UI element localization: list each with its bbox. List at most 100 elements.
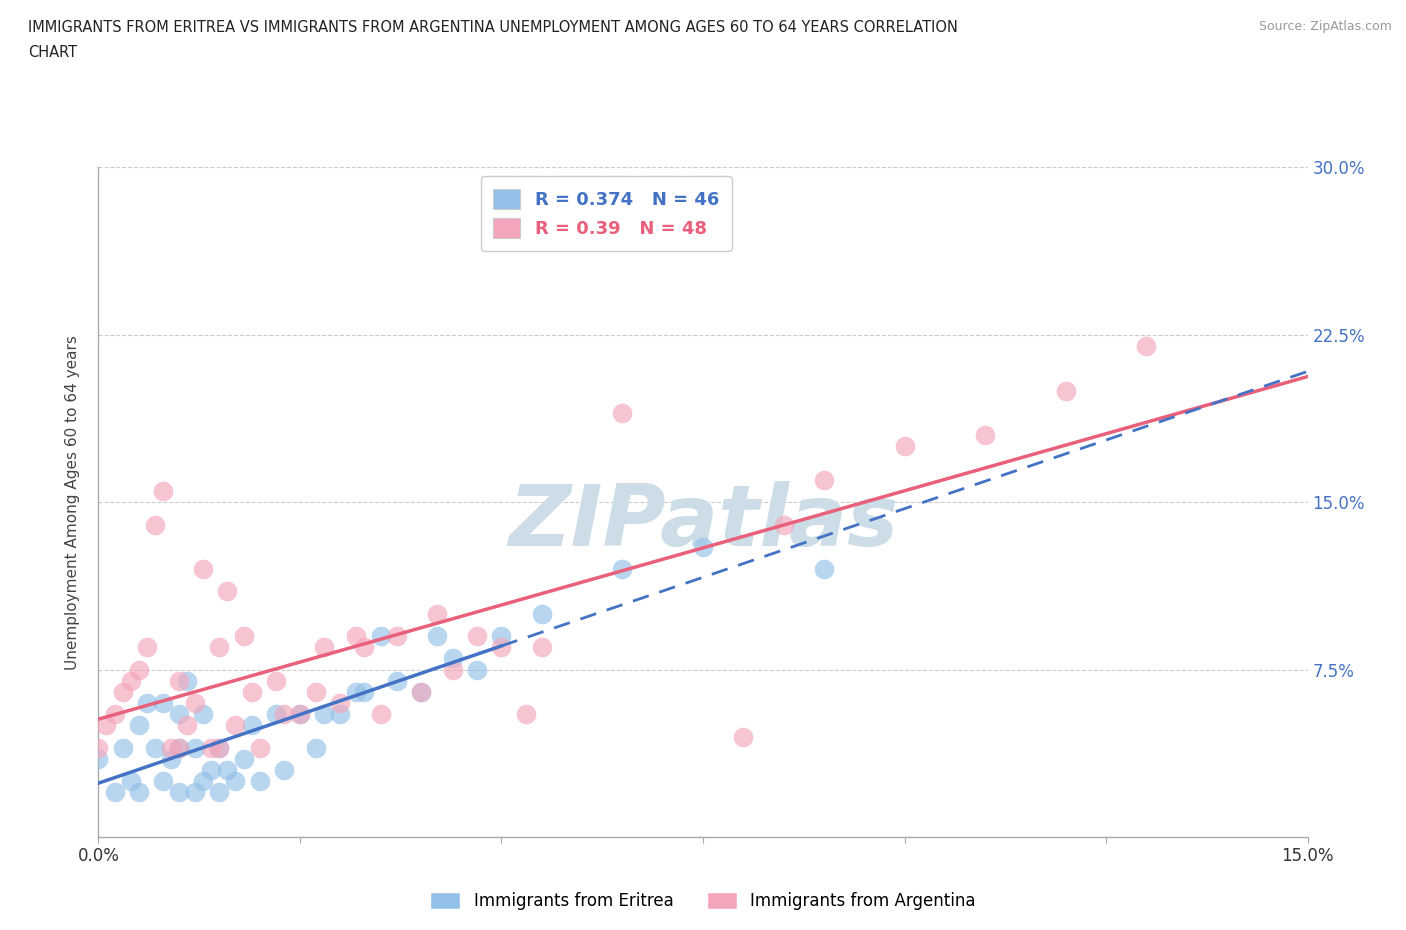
- Point: [240, 718, 263, 733]
- Point: [893, 439, 915, 454]
- Y-axis label: Unemployment Among Ages 60 to 64 years: Unemployment Among Ages 60 to 64 years: [65, 335, 80, 670]
- Point: [305, 684, 328, 699]
- Point: [208, 785, 231, 800]
- Legend: R = 0.374   N = 46, R = 0.39   N = 48: R = 0.374 N = 46, R = 0.39 N = 48: [481, 177, 733, 250]
- Point: [530, 640, 553, 655]
- Point: [288, 707, 311, 722]
- Point: [441, 651, 464, 666]
- Point: [441, 662, 464, 677]
- Point: [1054, 383, 1077, 398]
- Point: [409, 684, 432, 699]
- Point: [273, 707, 295, 722]
- Point: [176, 718, 198, 733]
- Point: [200, 740, 222, 755]
- Point: [344, 629, 367, 644]
- Point: [111, 740, 134, 755]
- Point: [772, 517, 794, 532]
- Point: [264, 673, 287, 688]
- Point: [103, 785, 125, 800]
- Point: [353, 684, 375, 699]
- Point: [167, 740, 190, 755]
- Point: [120, 673, 142, 688]
- Point: [193, 707, 215, 722]
- Point: [152, 484, 174, 498]
- Point: [314, 640, 336, 655]
- Point: [491, 640, 513, 655]
- Point: [184, 740, 207, 755]
- Point: [128, 785, 150, 800]
- Point: [208, 740, 231, 755]
- Point: [87, 751, 110, 766]
- Point: [385, 673, 408, 688]
- Text: CHART: CHART: [28, 45, 77, 60]
- Point: [409, 684, 432, 699]
- Point: [329, 707, 352, 722]
- Point: [249, 774, 271, 789]
- Point: [87, 740, 110, 755]
- Point: [128, 718, 150, 733]
- Point: [152, 774, 174, 789]
- Text: IMMIGRANTS FROM ERITREA VS IMMIGRANTS FROM ARGENTINA UNEMPLOYMENT AMONG AGES 60 : IMMIGRANTS FROM ERITREA VS IMMIGRANTS FR…: [28, 20, 957, 35]
- Point: [143, 517, 166, 532]
- Point: [370, 629, 392, 644]
- Point: [329, 696, 352, 711]
- Legend: Immigrants from Eritrea, Immigrants from Argentina: Immigrants from Eritrea, Immigrants from…: [423, 885, 983, 917]
- Point: [240, 684, 263, 699]
- Point: [200, 763, 222, 777]
- Point: [167, 740, 190, 755]
- Point: [103, 707, 125, 722]
- Point: [160, 740, 183, 755]
- Point: [344, 684, 367, 699]
- Point: [193, 562, 215, 577]
- Point: [184, 696, 207, 711]
- Point: [353, 640, 375, 655]
- Point: [184, 785, 207, 800]
- Point: [167, 673, 190, 688]
- Text: Source: ZipAtlas.com: Source: ZipAtlas.com: [1258, 20, 1392, 33]
- Point: [193, 774, 215, 789]
- Point: [288, 707, 311, 722]
- Point: [160, 751, 183, 766]
- Point: [273, 763, 295, 777]
- Point: [612, 405, 634, 420]
- Point: [208, 740, 231, 755]
- Point: [515, 707, 537, 722]
- Point: [176, 673, 198, 688]
- Point: [135, 640, 157, 655]
- Point: [1135, 339, 1157, 353]
- Point: [813, 472, 835, 487]
- Point: [314, 707, 336, 722]
- Point: [224, 774, 246, 789]
- Point: [465, 662, 488, 677]
- Point: [232, 751, 254, 766]
- Point: [232, 629, 254, 644]
- Point: [167, 707, 190, 722]
- Point: [426, 606, 449, 621]
- Point: [370, 707, 392, 722]
- Point: [264, 707, 287, 722]
- Point: [692, 539, 714, 554]
- Point: [96, 718, 118, 733]
- Point: [111, 684, 134, 699]
- Text: ZIPatlas: ZIPatlas: [508, 481, 898, 564]
- Point: [128, 662, 150, 677]
- Point: [465, 629, 488, 644]
- Point: [217, 763, 239, 777]
- Point: [224, 718, 246, 733]
- Point: [135, 696, 157, 711]
- Point: [217, 584, 239, 599]
- Point: [733, 729, 755, 744]
- Point: [143, 740, 166, 755]
- Point: [208, 640, 231, 655]
- Point: [120, 774, 142, 789]
- Point: [167, 785, 190, 800]
- Point: [152, 696, 174, 711]
- Point: [385, 629, 408, 644]
- Point: [974, 428, 997, 443]
- Point: [530, 606, 553, 621]
- Point: [491, 629, 513, 644]
- Point: [612, 562, 634, 577]
- Point: [426, 629, 449, 644]
- Point: [305, 740, 328, 755]
- Point: [249, 740, 271, 755]
